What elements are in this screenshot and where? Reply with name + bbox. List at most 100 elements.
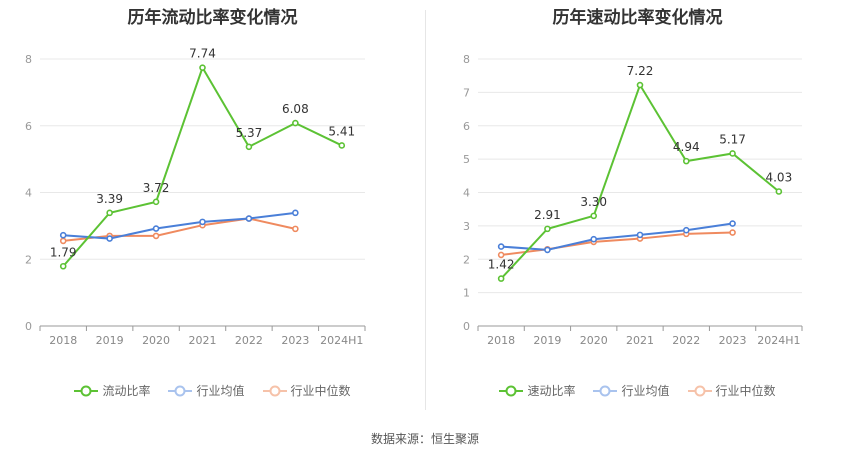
data-label: 6.08 xyxy=(282,102,309,116)
series-line xyxy=(63,211,296,240)
data-point xyxy=(590,235,598,243)
data-point xyxy=(338,142,346,149)
x-tick-label: 2018 xyxy=(487,334,515,347)
data-point xyxy=(544,225,551,233)
quick-ratio-panel: 历年速动比率变化情况 0 1 2 3 4 5 6 7 8 2018 2019 2020 2021 2022… xyxy=(425,0,850,420)
data-point xyxy=(59,262,67,270)
data-point xyxy=(636,81,644,89)
x-tick-label: 2020 xyxy=(580,334,608,347)
data-point xyxy=(59,237,67,245)
current-ratio-chart: 0 2 4 6 8 2018 2019 2020 2021 2022 2023 2024H1 1.79 3… xyxy=(25,47,366,347)
x-tick-label: 2019 xyxy=(96,334,124,347)
legend-label: 行业均值 xyxy=(196,384,245,398)
x-tick-label: 2024H1 xyxy=(757,334,800,347)
legend-label: 行业均值 xyxy=(621,384,670,398)
data-point xyxy=(497,275,505,282)
y-tick-label: 4 xyxy=(463,187,470,200)
x-tick-label: 2023 xyxy=(719,334,747,347)
chart-title: 历年速动比率变化情况 xyxy=(552,8,723,28)
data-label: 5.37 xyxy=(236,126,263,140)
x-tick-label: 2018 xyxy=(49,334,77,347)
y-tick-label: 2 xyxy=(463,253,470,266)
y-tick-label: 1 xyxy=(463,287,470,300)
legend-item-company[interactable]: 速动比率 xyxy=(499,382,575,399)
data-point xyxy=(497,251,505,259)
y-tick-label: 6 xyxy=(463,120,470,133)
x-tick-label: 2020 xyxy=(142,334,170,347)
data-point xyxy=(729,229,736,236)
quick-ratio-chart: 0 1 2 3 4 5 6 7 8 2018 2019 2020 2021 2022 2023 2024H1 1… xyxy=(463,53,803,347)
legend-item-industry-median[interactable]: 行业中位数 xyxy=(687,382,776,399)
panel-divider xyxy=(425,10,426,410)
current-ratio-panel: 历年流动比率变化情况 0 2 4 6 8 2018 2019 2020 2021 2022 2023… xyxy=(0,0,425,420)
data-point xyxy=(544,246,551,254)
legend-label: 流动比率 xyxy=(102,384,151,398)
data-label: 2.91 xyxy=(534,208,561,222)
data-point xyxy=(245,143,253,151)
data-point xyxy=(682,226,690,234)
data-point xyxy=(292,119,299,127)
legend-line-marker-icon xyxy=(168,385,193,396)
series-line xyxy=(63,217,296,242)
data-label: 7.22 xyxy=(627,64,654,78)
y-tick-label: 0 xyxy=(25,320,32,333)
y-tick-label: 2 xyxy=(25,253,32,266)
data-point xyxy=(636,231,644,239)
data-label: 4.94 xyxy=(673,140,700,154)
data-label: 3.30 xyxy=(580,195,607,209)
x-tick-label: 2022 xyxy=(235,334,263,347)
legend-line-marker-icon xyxy=(262,385,287,396)
legend-line-marker-icon xyxy=(499,385,524,396)
data-source-note: 数据来源：恒生聚源 xyxy=(370,432,479,446)
legend-item-industry-avg[interactable]: 行业均值 xyxy=(593,382,670,399)
legend-line-marker-icon xyxy=(687,385,712,396)
legend-item-company[interactable]: 流动比率 xyxy=(74,382,150,399)
y-tick-label: 0 xyxy=(463,320,470,333)
data-point xyxy=(59,231,67,239)
legend-item-industry-avg[interactable]: 行业均值 xyxy=(168,382,245,399)
legend-item-industry-median[interactable]: 行业中位数 xyxy=(262,382,351,399)
data-point xyxy=(106,209,113,217)
legend-label: 行业中位数 xyxy=(715,384,776,398)
data-point xyxy=(152,198,160,206)
y-tick-label: 8 xyxy=(25,53,32,66)
data-label: 3.72 xyxy=(143,181,170,195)
data-point xyxy=(292,225,299,233)
data-point xyxy=(152,232,160,240)
y-tick-label: 4 xyxy=(25,187,32,200)
data-point xyxy=(199,218,206,226)
series-line xyxy=(501,222,733,251)
legend-line-marker-icon xyxy=(74,385,99,396)
data-label: 1.42 xyxy=(488,258,515,272)
chart-title: 历年流动比率变化情况 xyxy=(127,8,298,28)
y-tick-label: 8 xyxy=(463,53,470,66)
data-label: 1.79 xyxy=(50,245,77,259)
legend: 速动比率 行业均值 行业中位数 xyxy=(425,382,850,399)
legend: 流动比率 行业均值 行业中位数 xyxy=(0,382,425,399)
y-tick-label: 3 xyxy=(463,220,470,233)
y-tick-label: 7 xyxy=(463,86,470,99)
data-point xyxy=(199,64,206,71)
x-tick-label: 2023 xyxy=(281,334,309,347)
data-label: 5.41 xyxy=(328,124,355,138)
y-tick-label: 6 xyxy=(25,120,32,133)
x-tick-label: 2024H1 xyxy=(320,334,363,347)
x-tick-label: 2021 xyxy=(189,334,217,347)
data-point xyxy=(497,243,505,250)
data-label: 4.03 xyxy=(765,170,792,184)
data-point xyxy=(775,188,783,195)
data-point xyxy=(245,215,253,222)
data-point xyxy=(152,225,160,232)
data-point xyxy=(292,209,299,217)
x-tick-label: 2021 xyxy=(626,334,654,347)
series-line xyxy=(501,231,733,256)
data-point xyxy=(590,212,598,220)
x-tick-label: 2022 xyxy=(672,334,700,347)
data-point xyxy=(682,157,690,165)
legend-line-marker-icon xyxy=(593,385,618,396)
data-point xyxy=(106,235,113,242)
legend-label: 速动比率 xyxy=(527,384,576,398)
data-point xyxy=(729,220,736,227)
y-tick-label: 5 xyxy=(463,153,470,166)
data-label: 3.39 xyxy=(96,192,123,206)
